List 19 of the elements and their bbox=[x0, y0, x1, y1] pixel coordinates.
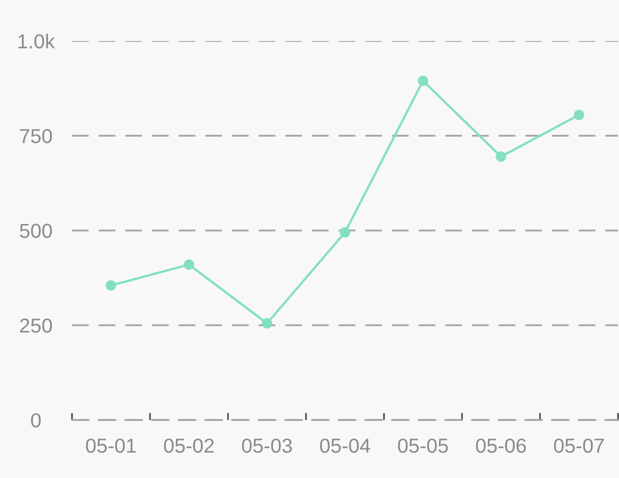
x-tick-label: 05-02 bbox=[164, 438, 214, 453]
point bbox=[340, 227, 350, 238]
point bbox=[574, 110, 584, 120]
point bbox=[106, 280, 116, 291]
point bbox=[184, 259, 194, 270]
y-tick-label: 1.0k bbox=[18, 34, 55, 48]
x-tick-label: 05-04 bbox=[320, 438, 370, 453]
point bbox=[262, 318, 272, 329]
x-tick-label: 05-07 bbox=[554, 438, 604, 453]
y-tick-label: 750 bbox=[20, 128, 52, 144]
y-tick-label: 0 bbox=[31, 413, 41, 428]
x-tick-label: 05-01 bbox=[86, 438, 136, 453]
y-tick-label: 250 bbox=[20, 318, 52, 333]
point bbox=[496, 151, 506, 162]
x-tick-label: 05-06 bbox=[476, 438, 526, 453]
x-tick-label: 05-03 bbox=[242, 438, 292, 453]
x-tick-label: 05-05 bbox=[398, 438, 448, 453]
point bbox=[418, 76, 428, 86]
y-tick-label: 500 bbox=[20, 224, 52, 238]
